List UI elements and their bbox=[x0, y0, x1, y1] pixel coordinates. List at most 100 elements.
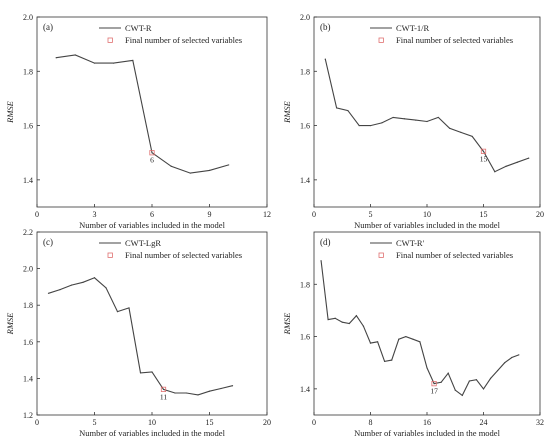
data-point bbox=[341, 321, 343, 323]
legend-marker-name: Final number of selected variables bbox=[396, 250, 513, 260]
legend-series-name: CWT-R' bbox=[396, 238, 425, 248]
legend-series-name: CWT-LgR bbox=[125, 238, 161, 248]
y-tick-label: 1.4 bbox=[23, 374, 33, 383]
data-point bbox=[358, 124, 360, 127]
data-point bbox=[228, 164, 230, 166]
data-point bbox=[47, 292, 50, 294]
data-point bbox=[113, 62, 115, 64]
data-point bbox=[128, 307, 130, 309]
x-axis-title: Number of variables included in the mode… bbox=[79, 220, 226, 230]
data-point bbox=[381, 122, 383, 124]
y-tick-label: 1.8 bbox=[300, 280, 310, 289]
data-point bbox=[347, 110, 349, 112]
selected-marker-label: 15 bbox=[480, 154, 488, 163]
y-tick-label: 1.4 bbox=[300, 176, 310, 185]
y-tick-label: 1.8 bbox=[300, 67, 310, 76]
data-point bbox=[511, 356, 513, 359]
data-point bbox=[504, 362, 506, 364]
data-point bbox=[505, 165, 507, 167]
data-point bbox=[415, 119, 417, 121]
data-point bbox=[116, 311, 119, 313]
data-point bbox=[461, 394, 463, 396]
data-point bbox=[433, 383, 435, 385]
panel-label: (d) bbox=[320, 237, 331, 247]
data-point bbox=[528, 157, 530, 159]
x-tick-label: 9 bbox=[208, 210, 212, 219]
data-point bbox=[419, 341, 421, 343]
data-point bbox=[231, 385, 234, 387]
legend-marker-name: Final number of selected variables bbox=[125, 35, 242, 45]
y-axis-title: RMSE bbox=[282, 312, 292, 336]
data-point bbox=[475, 379, 478, 381]
data-point bbox=[449, 127, 451, 129]
x-tick-label: 8 bbox=[369, 418, 373, 427]
x-tick-label: 0 bbox=[35, 418, 39, 427]
x-axis-title: Number of variables included in the mode… bbox=[354, 428, 501, 438]
chart-panel-1: 0 3 6 9 12 1.4 1.6 1.8 2.0 Number of variables in… bbox=[5, 13, 271, 230]
x-axis-title: Number of variables included in the mode… bbox=[354, 220, 501, 230]
data-point bbox=[447, 372, 449, 374]
data-point bbox=[189, 172, 191, 174]
selected-marker-label: 17 bbox=[430, 387, 438, 396]
data-point bbox=[369, 342, 372, 344]
x-axis-title: Number of variables included in the mode… bbox=[79, 428, 226, 438]
data-point bbox=[139, 372, 142, 374]
legend-series-name: CWT-R bbox=[125, 23, 152, 33]
plot-frame bbox=[313, 16, 541, 208]
data-point bbox=[197, 394, 199, 396]
data-point bbox=[412, 338, 414, 340]
data-point bbox=[405, 335, 407, 338]
x-tick-label: 15 bbox=[206, 418, 214, 427]
x-tick-label: 5 bbox=[369, 210, 373, 219]
data-point bbox=[518, 354, 520, 356]
y-axis-title: RMSE bbox=[5, 100, 15, 124]
data-point bbox=[369, 124, 372, 127]
data-point bbox=[460, 131, 462, 133]
x-tick-label: 16 bbox=[423, 418, 431, 427]
data-point bbox=[93, 277, 96, 279]
selected-marker bbox=[431, 381, 437, 387]
y-axis-title: RMSE bbox=[5, 312, 15, 336]
data-point bbox=[93, 62, 96, 64]
data-point bbox=[362, 325, 365, 327]
x-tick-label: 32 bbox=[536, 418, 544, 427]
data-point bbox=[324, 58, 326, 60]
plot-frame bbox=[36, 16, 268, 208]
legend-marker-swatch bbox=[107, 252, 113, 258]
y-tick-label: 1.8 bbox=[23, 301, 33, 310]
y-axis-title: RMSE bbox=[282, 100, 292, 124]
y-tick-label: 2.0 bbox=[300, 13, 310, 22]
data-point bbox=[208, 169, 211, 171]
data-point bbox=[174, 392, 176, 394]
data-point bbox=[398, 338, 400, 340]
data-point bbox=[482, 150, 485, 152]
series-line bbox=[56, 54, 229, 174]
data-point bbox=[454, 389, 456, 391]
data-point bbox=[403, 118, 405, 120]
data-point bbox=[489, 377, 492, 379]
legend-marker-swatch bbox=[107, 37, 113, 43]
data-point bbox=[170, 165, 172, 167]
data-point bbox=[334, 317, 336, 319]
selected-marker-label: 11 bbox=[160, 392, 167, 401]
selected-marker bbox=[160, 386, 167, 392]
y-tick-label: 1.2 bbox=[23, 411, 33, 420]
data-point bbox=[82, 281, 84, 283]
data-point bbox=[132, 59, 134, 62]
x-tick-label: 3 bbox=[93, 210, 97, 219]
x-tick-label: 10 bbox=[423, 210, 431, 219]
series-line bbox=[320, 260, 519, 397]
x-tick-label: 12 bbox=[263, 210, 271, 219]
data-point bbox=[516, 161, 519, 163]
legend-marker-name: Final number of selected variables bbox=[125, 250, 242, 260]
chart-panel-4: 0 8 16 24 32 1.4 1.6 1.8 Number of variables inc… bbox=[282, 231, 544, 438]
data-point bbox=[376, 341, 379, 343]
selected-marker bbox=[480, 148, 487, 154]
data-point bbox=[384, 360, 386, 363]
data-point bbox=[482, 388, 485, 390]
y-tick-label: 1.8 bbox=[23, 67, 33, 76]
y-tick-label: 1.6 bbox=[300, 333, 310, 342]
y-tick-label: 2.2 bbox=[23, 228, 33, 237]
selected-marker-label: 6 bbox=[150, 156, 154, 165]
